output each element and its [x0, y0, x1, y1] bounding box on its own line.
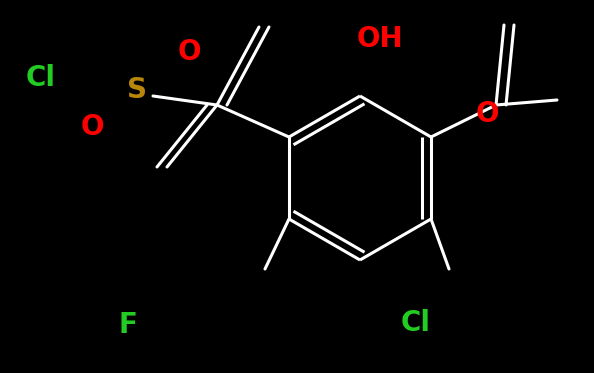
- Text: O: O: [177, 38, 201, 66]
- Text: Cl: Cl: [401, 308, 431, 337]
- Text: O: O: [80, 113, 104, 141]
- Text: S: S: [127, 75, 147, 104]
- Text: Cl: Cl: [26, 64, 55, 93]
- Text: F: F: [118, 310, 137, 339]
- Text: OH: OH: [357, 25, 403, 53]
- Text: O: O: [475, 100, 499, 128]
